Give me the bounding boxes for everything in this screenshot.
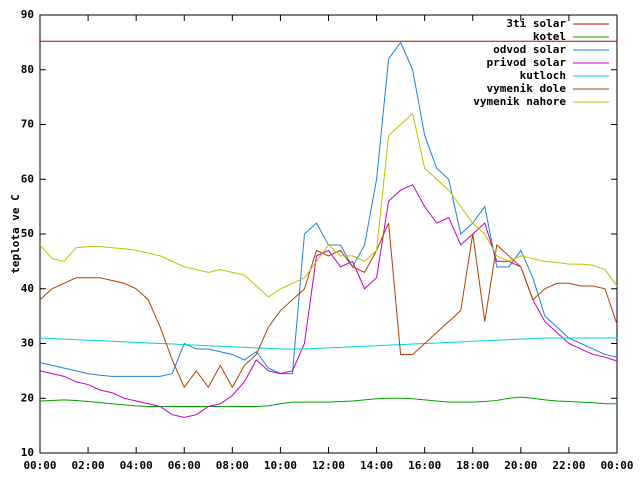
x-tick-label: 06:00: [168, 459, 201, 472]
x-tick-label: 14:00: [360, 459, 393, 472]
series-line: [39, 396, 617, 407]
series-line: [39, 337, 617, 350]
legend-label: privod solar: [487, 56, 567, 69]
legend-label: odvod solar: [493, 43, 566, 56]
y-tick-label: 60: [21, 172, 34, 185]
series-line: [39, 112, 618, 298]
x-tick-label: 10:00: [264, 459, 297, 472]
y-tick-label: 40: [21, 282, 34, 295]
x-tick-label: 20:00: [504, 459, 537, 472]
x-tick-label: 12:00: [312, 459, 345, 472]
x-tick-label: 18:00: [456, 459, 489, 472]
legend-label: vymenik nahore: [473, 95, 566, 108]
y-tick-label: 50: [21, 227, 34, 240]
y-tick-label: 20: [21, 391, 34, 404]
legend-label: kotel: [533, 30, 566, 43]
series-line: [39, 222, 618, 389]
x-tick-label: 04:00: [120, 459, 153, 472]
legend-label: kutloch: [520, 69, 566, 82]
x-tick-label: 00:00: [600, 459, 633, 472]
y-axis-label: teplota ve C: [9, 194, 22, 273]
x-tick-label: 22:00: [552, 459, 585, 472]
x-tick-label: 08:00: [216, 459, 249, 472]
legend-label: 3ti solar: [506, 17, 566, 30]
y-tick-label: 80: [21, 63, 34, 76]
y-tick-label: 70: [21, 118, 34, 131]
x-tick-label: 02:00: [72, 459, 105, 472]
y-tick-label: 90: [21, 8, 34, 21]
y-tick-label: 30: [21, 337, 34, 350]
x-tick-label: 16:00: [408, 459, 441, 472]
x-tick-label: 00:00: [23, 459, 56, 472]
y-tick-label: 10: [21, 446, 34, 459]
legend-label: vymenik dole: [487, 82, 567, 95]
series-line: [39, 184, 618, 418]
